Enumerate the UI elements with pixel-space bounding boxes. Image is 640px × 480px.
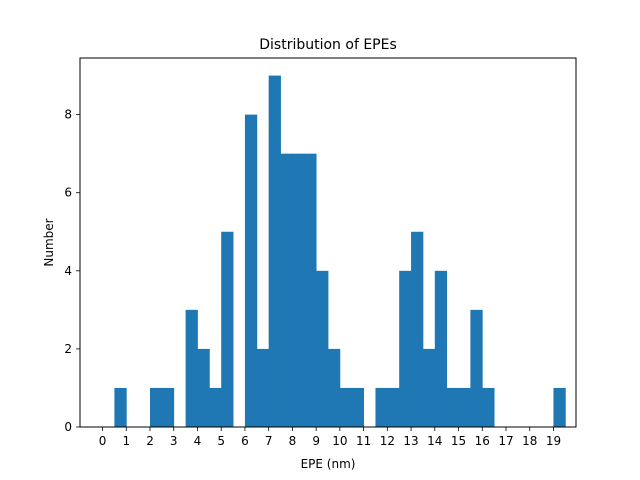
x-tick-label-5: 5: [217, 434, 225, 448]
histogram-bar-11: [292, 153, 305, 427]
x-tick-label-17: 17: [498, 434, 513, 448]
bars-group: [114, 75, 566, 428]
x-axis-ticks: 0 1 2 3 4 5 6 7 8 9 10 11 12 13 14 15 16 17 18 19: [99, 427, 561, 448]
x-tick-label-9: 9: [312, 434, 320, 448]
histogram-bar-13: [316, 270, 329, 427]
histogram-bar-16: [351, 387, 364, 427]
histogram-bar-4: [197, 348, 210, 427]
histogram-bar-12: [304, 153, 317, 427]
x-tick-label-15: 15: [451, 434, 466, 448]
x-tick-label-10: 10: [332, 434, 347, 448]
x-tick-label-8: 8: [289, 434, 297, 448]
histogram-bar-26: [482, 387, 495, 427]
y-tick-label-3: 6: [64, 186, 72, 200]
y-tick-label-4: 8: [64, 108, 72, 122]
histogram-bar-17: [375, 387, 388, 427]
histogram-bar-8: [256, 348, 270, 427]
histogram-bar-5: [209, 387, 222, 427]
y-axis-ticks: 0 2 4 6 8: [64, 108, 80, 434]
x-tick-label-1: 1: [122, 434, 130, 448]
chart-title: Distribution of EPEs: [259, 37, 397, 53]
histogram-bar-21: [422, 348, 436, 427]
histogram-bar-18: [387, 387, 400, 427]
histogram-bar-24: [458, 387, 471, 427]
histogram-bar-23: [446, 387, 459, 427]
x-axis-label: EPE (nm): [301, 457, 356, 471]
x-tick-label-19: 19: [546, 434, 561, 448]
x-tick-label-14: 14: [427, 434, 442, 448]
histogram-bar-3: [185, 309, 198, 427]
histogram-bar-6: [221, 231, 234, 427]
histogram-bar-9: [268, 75, 281, 428]
x-tick-label-16: 16: [475, 434, 490, 448]
histogram-bar-27: [553, 387, 566, 427]
histogram-bar-15: [339, 387, 353, 427]
x-tick-label-7: 7: [265, 434, 273, 448]
x-tick-label-18: 18: [522, 434, 537, 448]
histogram-bar-0: [114, 387, 127, 427]
histogram-bar-25: [470, 309, 483, 427]
histogram-bar-14: [328, 348, 341, 427]
histogram-bar-22: [434, 270, 448, 427]
y-tick-label-0: 0: [64, 420, 72, 434]
y-tick-label-1: 2: [64, 342, 72, 356]
histogram-bar-20: [411, 231, 424, 427]
y-tick-label-2: 4: [64, 264, 72, 278]
plot-frame: [79, 57, 577, 428]
y-axis-label: Number: [42, 218, 56, 266]
x-tick-label-13: 13: [403, 434, 418, 448]
histogram-bar-1: [150, 387, 163, 427]
x-tick-label-0: 0: [99, 434, 107, 448]
histogram-bar-7: [244, 114, 258, 427]
histogram-bar-2: [161, 387, 175, 427]
x-tick-label-11: 11: [356, 434, 371, 448]
x-tick-label-6: 6: [241, 434, 249, 448]
histogram-bar-19: [399, 270, 412, 427]
x-tick-label-2: 2: [146, 434, 154, 448]
x-tick-label-3: 3: [170, 434, 178, 448]
x-tick-label-4: 4: [194, 434, 202, 448]
histogram-bar-10: [280, 153, 293, 427]
x-tick-label-12: 12: [380, 434, 395, 448]
